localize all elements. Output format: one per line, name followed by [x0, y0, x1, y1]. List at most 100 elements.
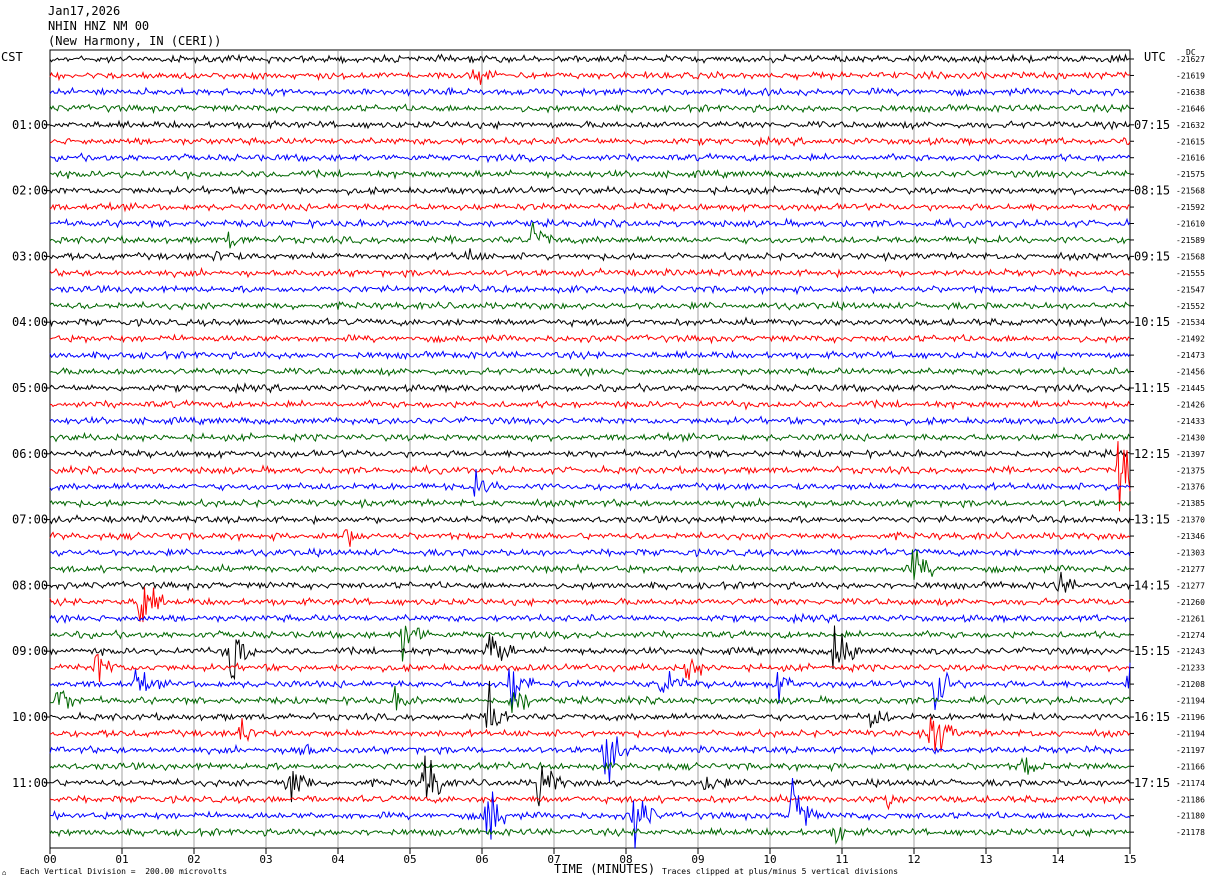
seismic-trace [49, 625, 1131, 662]
seismic-trace [49, 300, 1131, 312]
x-tick-label: 04 [331, 853, 345, 866]
dc-offset-label: -21445 [1176, 384, 1205, 393]
dc-offset-label: -21638 [1176, 88, 1205, 97]
left-hour-label: 06:00 [12, 447, 48, 461]
dc-offset-label: -21197 [1176, 746, 1205, 755]
dc-offset-label: -21616 [1176, 154, 1205, 163]
left-hour-label: 10:00 [12, 710, 48, 724]
x-tick-label: 01 [115, 853, 128, 866]
seismic-trace [49, 316, 1131, 328]
dc-offset-label: -21473 [1176, 351, 1205, 360]
dc-offset-label: -21632 [1176, 121, 1205, 130]
left-hour-label: 11:00 [12, 776, 48, 790]
dc-offset-label: -21397 [1176, 450, 1205, 459]
left-hour-label: 03:00 [12, 249, 48, 263]
x-tick-label: 10 [763, 853, 776, 866]
dc-offset-label: -21260 [1176, 598, 1205, 607]
seismic-trace [49, 757, 1131, 775]
right-hour-label: 10:15 [1134, 315, 1170, 329]
x-tick-label: 02 [187, 853, 200, 866]
right-hour-label: 14:15 [1134, 578, 1170, 592]
left-hour-label: 07:00 [12, 513, 48, 527]
left-hour-label: 05:00 [12, 381, 48, 395]
seismic-trace [49, 86, 1131, 98]
seismic-trace [49, 448, 1131, 460]
dc-offset-label: -21555 [1176, 269, 1205, 278]
dc-offset-label: -21303 [1176, 549, 1205, 558]
seismic-trace [49, 366, 1131, 378]
seismic-trace [49, 283, 1131, 296]
seismic-trace [49, 826, 1131, 845]
seismic-trace [49, 662, 1131, 711]
seismic-trace [49, 333, 1131, 345]
dc-offset-label: -21243 [1176, 647, 1205, 656]
seismic-trace [49, 736, 1131, 783]
seismic-trace [49, 221, 1131, 249]
dc-offset-label: -21592 [1176, 203, 1205, 212]
dc-offset-label: -21178 [1176, 828, 1205, 837]
seismic-trace [49, 680, 1131, 728]
right-hour-label: 09:15 [1134, 249, 1170, 263]
dc-offset-label: -21627 [1176, 55, 1205, 64]
dc-offset-label: -21610 [1176, 220, 1205, 229]
x-tick-label: 13 [979, 853, 992, 866]
dc-offset-label: -21646 [1176, 104, 1205, 113]
x-tick-label: 06 [475, 853, 488, 866]
seismic-trace [49, 653, 1131, 683]
right-hour-label: 08:15 [1134, 184, 1170, 198]
seismic-trace [49, 398, 1131, 411]
dc-offset-label: -21492 [1176, 335, 1205, 344]
dc-offset-label: -21277 [1176, 581, 1205, 590]
seismic-trace [49, 431, 1131, 443]
x-tick-label: 11 [835, 853, 848, 866]
seismic-trace [49, 119, 1131, 131]
right-hour-label: 17:15 [1134, 776, 1170, 790]
x-tick-label: 00 [43, 853, 56, 866]
seismic-trace [49, 103, 1131, 115]
seismic-trace [49, 571, 1131, 593]
left-hour-label: 02:00 [12, 184, 48, 198]
dc-offset-label: -21277 [1176, 565, 1205, 574]
left-hour-label: 08:00 [12, 578, 48, 592]
right-hour-label: 13:15 [1134, 513, 1170, 527]
dc-offset-label: -21568 [1176, 187, 1205, 196]
right-timezone-label: UTC [1144, 50, 1166, 64]
dc-offset-label: -21346 [1176, 532, 1205, 541]
dc-offset-label: -21261 [1176, 614, 1205, 623]
seismic-trace [49, 497, 1131, 510]
seismic-trace [49, 185, 1131, 197]
dc-offset-label: -21568 [1176, 252, 1205, 261]
dc-offset-label: -21376 [1176, 483, 1205, 492]
right-hour-label: 15:15 [1134, 644, 1170, 658]
seismic-trace [49, 612, 1131, 625]
seismic-trace [49, 717, 1131, 752]
seismic-trace [50, 778, 1131, 849]
seismic-trace [49, 201, 1131, 213]
header-location: (New Harmony, IN (CERI)) [48, 34, 222, 48]
seismic-trace [49, 248, 1131, 263]
seismic-trace [49, 587, 1131, 623]
dc-offset-label: -21552 [1176, 302, 1205, 311]
seismic-trace [49, 168, 1131, 181]
x-tick-label: 15 [1123, 853, 1136, 866]
x-tick-label: 12 [907, 853, 920, 866]
seismic-trace [49, 625, 1131, 681]
seismic-trace [49, 152, 1131, 164]
dc-offset-label: -21430 [1176, 433, 1205, 442]
seismic-trace [49, 53, 1131, 65]
x-tick-label: 07 [547, 853, 560, 866]
seismic-trace [49, 69, 1131, 85]
seismic-trace [49, 415, 1131, 427]
dc-offset-label: -21274 [1176, 631, 1205, 640]
seismic-trace [49, 382, 1131, 395]
dc-offset-label: -21166 [1176, 762, 1205, 771]
x-tick-label: 03 [259, 853, 272, 866]
left-hour-label: 09:00 [12, 644, 48, 658]
dc-offset-label: -21208 [1176, 680, 1205, 689]
dc-offset-label: -21433 [1176, 417, 1205, 426]
dc-offset-label: -21547 [1176, 285, 1205, 294]
seismic-trace [49, 547, 1131, 558]
x-tick-label: 09 [691, 853, 704, 866]
dc-offset-label: -21426 [1176, 400, 1205, 409]
